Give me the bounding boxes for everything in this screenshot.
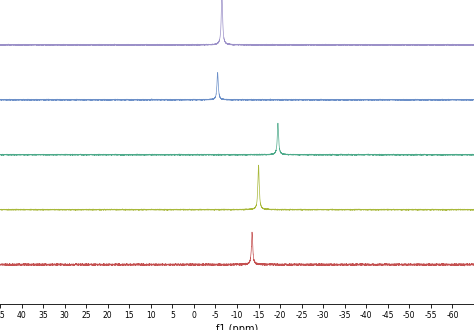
X-axis label: f1 (ppm): f1 (ppm) (216, 324, 258, 330)
